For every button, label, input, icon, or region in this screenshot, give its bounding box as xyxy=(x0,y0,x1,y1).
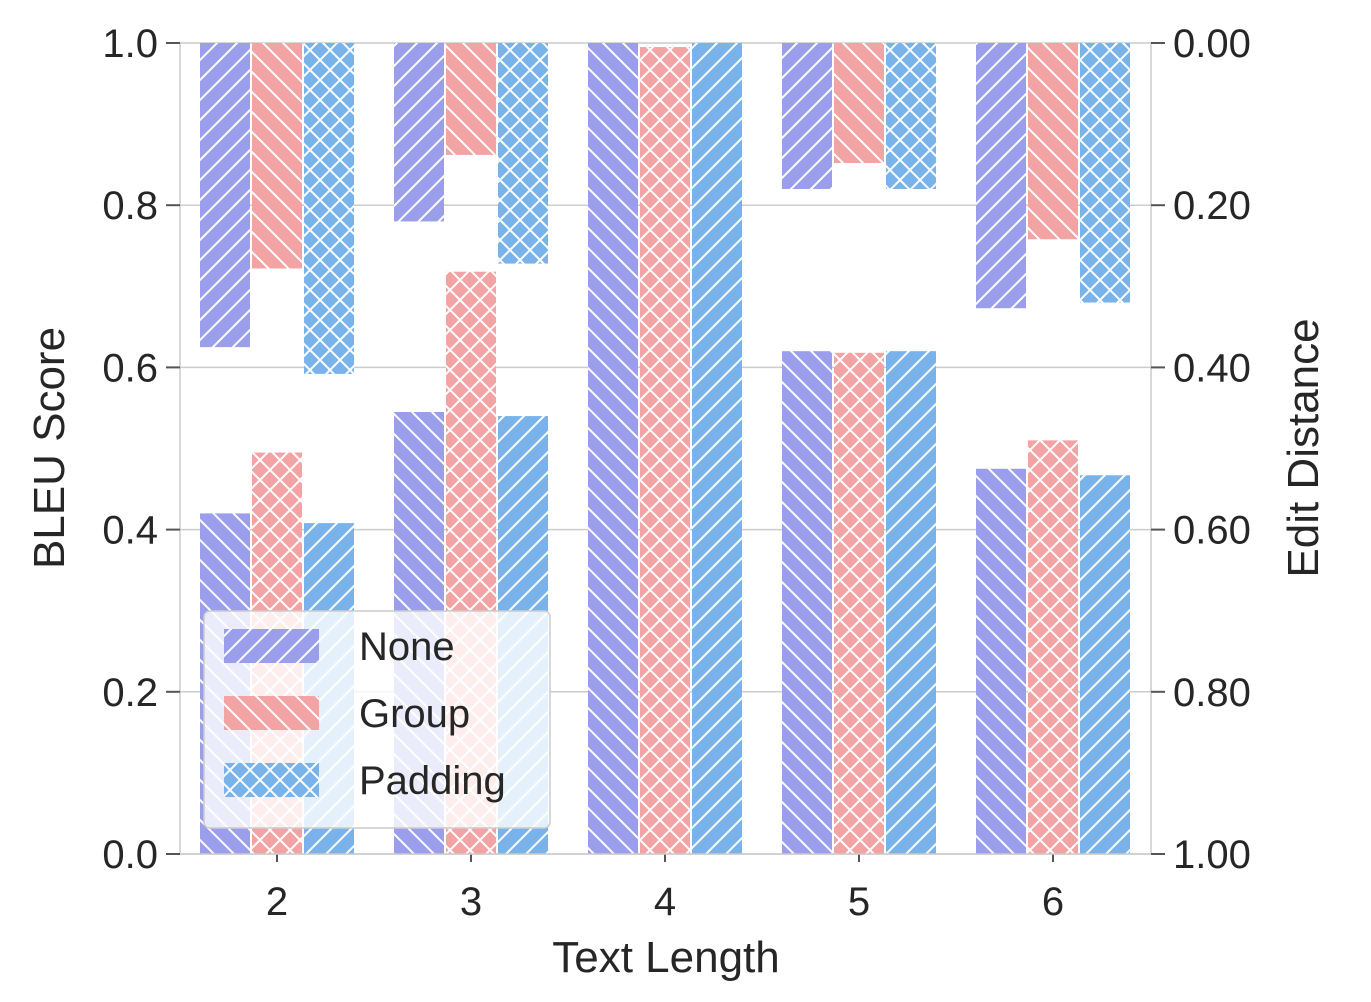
x-tick-label: 4 xyxy=(654,880,676,924)
bar-bleu-group xyxy=(640,47,690,855)
bar-edit-none xyxy=(200,43,250,348)
legend-swatch-none xyxy=(224,629,319,663)
y-tick-label-left: 0.2 xyxy=(102,671,158,715)
y-tick-label-right: 0.00 xyxy=(1173,22,1251,66)
axes: 2 3 4 5 6 0.0 0.2 0.4 0.6 0.8 1.0 0.00 0.20 0.40 0.60 0… xyxy=(102,22,1250,924)
bar-edit-group xyxy=(252,43,302,269)
bar-bleu-none xyxy=(976,468,1026,854)
x-tick-label: 6 xyxy=(1042,880,1064,924)
bar-bleu-padding xyxy=(692,43,742,854)
legend-swatch-padding xyxy=(224,763,319,797)
bar-edit-padding xyxy=(1080,43,1130,303)
bar-bleu-none xyxy=(588,43,638,854)
bar-edit-none xyxy=(976,43,1026,309)
legend-swatch-group xyxy=(224,696,319,730)
y-tick-label-right: 0.40 xyxy=(1173,346,1251,390)
bar-bleu-group xyxy=(1028,440,1078,854)
bar-bleu-none xyxy=(782,351,832,854)
y-tick-label-left: 0.8 xyxy=(102,184,158,228)
legend-label-none: None xyxy=(359,625,455,669)
bar-edit-group xyxy=(446,43,496,155)
legend-label-padding: Padding xyxy=(359,759,506,803)
bar-edit-none xyxy=(782,43,832,189)
x-tick-label: 5 xyxy=(848,880,870,924)
y-axis-title-left: BLEU Score xyxy=(25,327,74,569)
y-tick-label-left: 1.0 xyxy=(102,22,158,66)
bar-bleu-group xyxy=(834,352,884,854)
bar-edit-group xyxy=(1028,43,1078,240)
x-axis-title: Text Length xyxy=(552,933,780,982)
y-tick-label-left: 0.6 xyxy=(102,346,158,390)
bar-edit-padding xyxy=(498,43,548,264)
bar-edit-group xyxy=(834,43,884,164)
bar-edit-padding xyxy=(886,43,936,189)
y-tick-label-left: 0.4 xyxy=(102,509,158,553)
bar-edit-padding xyxy=(304,43,354,374)
y-tick-label-right: 0.80 xyxy=(1173,671,1251,715)
y-tick-label-right: 0.60 xyxy=(1173,509,1251,553)
y-tick-label-right: 1.00 xyxy=(1173,833,1251,877)
legend-label-group: Group xyxy=(359,692,470,736)
x-tick-label: 3 xyxy=(460,880,482,924)
bar-bleu-padding xyxy=(886,351,936,854)
x-tick-label: 2 xyxy=(266,880,288,924)
bar-edit-none xyxy=(394,43,444,222)
y-tick-label-right: 0.20 xyxy=(1173,184,1251,228)
legend: None Group Padding xyxy=(203,610,551,829)
y-axis-title-right: Edit Distance xyxy=(1279,318,1328,577)
bar-bleu-padding xyxy=(1080,475,1130,854)
y-tick-label-left: 0.0 xyxy=(102,833,158,877)
